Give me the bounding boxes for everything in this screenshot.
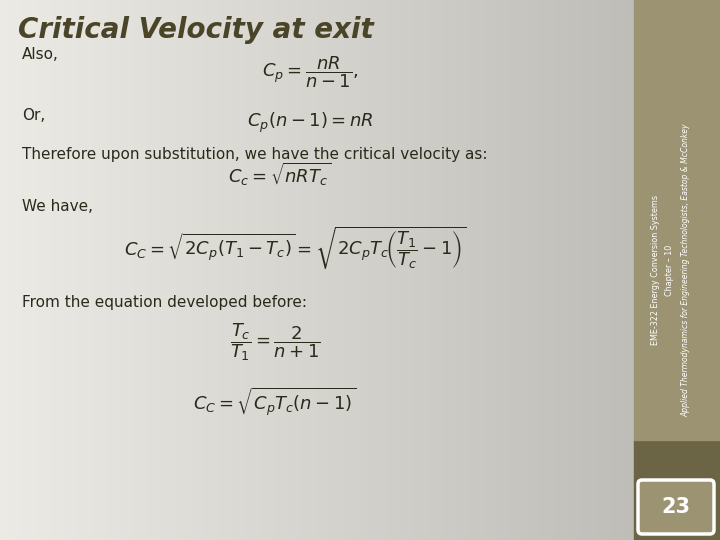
Text: EME-322 Energy Conversion Systems: EME-322 Energy Conversion Systems [652, 195, 660, 345]
Text: $C_C = \sqrt{2C_p(T_1 - T_c)} = \sqrt{2C_pT_c\!\left(\dfrac{T_1}{T_c} - 1\right): $C_C = \sqrt{2C_p(T_1 - T_c)} = \sqrt{2C… [124, 225, 467, 272]
Text: Therefore upon substitution, we have the critical velocity as:: Therefore upon substitution, we have the… [22, 147, 487, 162]
Text: $C_C = \sqrt{C_pT_c(n-1)}$: $C_C = \sqrt{C_pT_c(n-1)}$ [194, 386, 356, 418]
Text: We have,: We have, [22, 199, 93, 214]
Text: $\dfrac{T_c}{T_1} = \dfrac{2}{n+1}$: $\dfrac{T_c}{T_1} = \dfrac{2}{n+1}$ [230, 321, 320, 363]
Text: $C_p = \dfrac{nR}{n-1},$: $C_p = \dfrac{nR}{n-1},$ [262, 54, 358, 90]
Text: 23: 23 [662, 497, 690, 517]
Text: Also,: Also, [22, 47, 59, 62]
Bar [634, 440, 720, 540]
FancyBboxPatch shape [638, 480, 714, 534]
Text: $C_c = \sqrt{nRT_c}$: $C_c = \sqrt{nRT_c}$ [228, 160, 331, 187]
Text: $C_p(n-1) = nR$: $C_p(n-1) = nR$ [247, 111, 373, 135]
Text: Or,: Or, [22, 108, 45, 123]
Text: Applied Thermodynamics for Engineering Technologists, Eastop & McConkey: Applied Thermodynamics for Engineering T… [682, 123, 690, 417]
Bar [634, 0, 720, 440]
Text: Chapter – 10: Chapter – 10 [665, 245, 675, 295]
Text: From the equation developed before:: From the equation developed before: [22, 295, 307, 310]
Text: Critical Velocity at exit: Critical Velocity at exit [18, 16, 374, 44]
